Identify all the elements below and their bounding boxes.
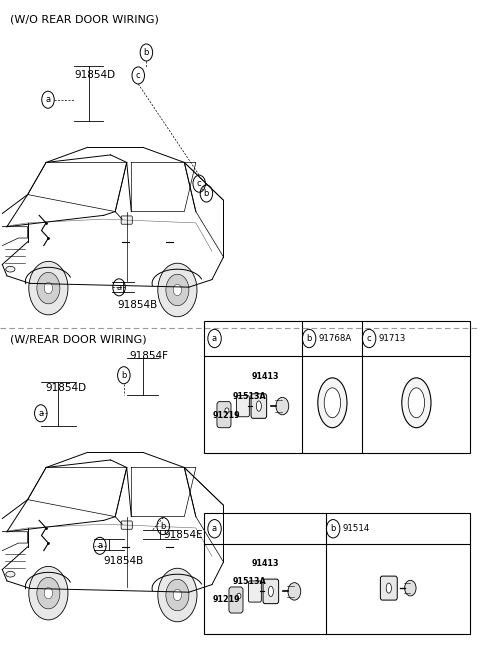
FancyBboxPatch shape	[251, 394, 267, 419]
Text: 91854D: 91854D	[46, 383, 87, 394]
Text: c: c	[136, 71, 141, 80]
Circle shape	[166, 274, 189, 306]
Circle shape	[44, 588, 52, 599]
Text: a: a	[212, 524, 217, 533]
Text: 91854F: 91854F	[130, 350, 168, 361]
Bar	[204, 321, 470, 453]
Text: 91513A: 91513A	[233, 577, 266, 586]
Text: c: c	[197, 179, 202, 188]
Bar	[204, 513, 470, 634]
Text: b: b	[204, 189, 209, 198]
Circle shape	[29, 261, 68, 315]
Text: b: b	[144, 48, 149, 57]
Text: a: a	[46, 95, 50, 104]
Circle shape	[44, 283, 52, 294]
Text: 91514: 91514	[342, 524, 370, 533]
Text: 91219: 91219	[213, 411, 240, 420]
Text: 91854B: 91854B	[118, 300, 158, 310]
Ellipse shape	[6, 266, 15, 272]
Ellipse shape	[318, 378, 347, 428]
Circle shape	[37, 577, 60, 609]
Circle shape	[37, 272, 60, 304]
Ellipse shape	[268, 586, 274, 596]
FancyBboxPatch shape	[229, 587, 243, 613]
Text: 91713: 91713	[378, 334, 406, 343]
Text: 91768A: 91768A	[318, 334, 351, 343]
Circle shape	[276, 398, 289, 415]
Text: 91413: 91413	[252, 559, 279, 567]
Circle shape	[405, 581, 416, 596]
Circle shape	[237, 593, 241, 599]
Circle shape	[173, 284, 181, 296]
FancyBboxPatch shape	[236, 396, 250, 417]
FancyBboxPatch shape	[263, 579, 278, 604]
Text: a: a	[212, 334, 217, 343]
Text: 91854B: 91854B	[103, 556, 144, 566]
FancyBboxPatch shape	[380, 576, 397, 600]
FancyBboxPatch shape	[249, 581, 262, 602]
Text: a: a	[97, 541, 102, 550]
Text: b: b	[306, 334, 312, 343]
Circle shape	[158, 568, 197, 622]
Ellipse shape	[6, 571, 15, 577]
Text: b: b	[121, 371, 127, 380]
Text: c: c	[367, 334, 372, 343]
Text: b: b	[330, 524, 336, 533]
Ellipse shape	[324, 388, 341, 418]
FancyBboxPatch shape	[121, 521, 132, 529]
Circle shape	[288, 583, 301, 600]
Text: 91854E: 91854E	[163, 529, 203, 540]
Ellipse shape	[402, 378, 431, 428]
Text: 91219: 91219	[213, 596, 240, 604]
Text: 91513A: 91513A	[233, 392, 266, 401]
Text: a: a	[117, 283, 121, 292]
Circle shape	[173, 589, 181, 601]
FancyBboxPatch shape	[217, 401, 231, 428]
Text: b: b	[160, 522, 166, 531]
Ellipse shape	[408, 388, 425, 418]
Text: (W/O REAR DOOR WIRING): (W/O REAR DOOR WIRING)	[10, 14, 158, 24]
Text: 91854D: 91854D	[74, 70, 116, 81]
Circle shape	[225, 408, 229, 413]
Text: (W/REAR DOOR WIRING): (W/REAR DOOR WIRING)	[10, 335, 146, 344]
Text: 91413: 91413	[252, 372, 279, 381]
Ellipse shape	[256, 401, 261, 411]
Text: a: a	[38, 409, 43, 418]
Ellipse shape	[386, 583, 391, 593]
FancyBboxPatch shape	[121, 216, 132, 224]
Circle shape	[158, 263, 197, 317]
Circle shape	[166, 579, 189, 611]
Circle shape	[29, 566, 68, 620]
